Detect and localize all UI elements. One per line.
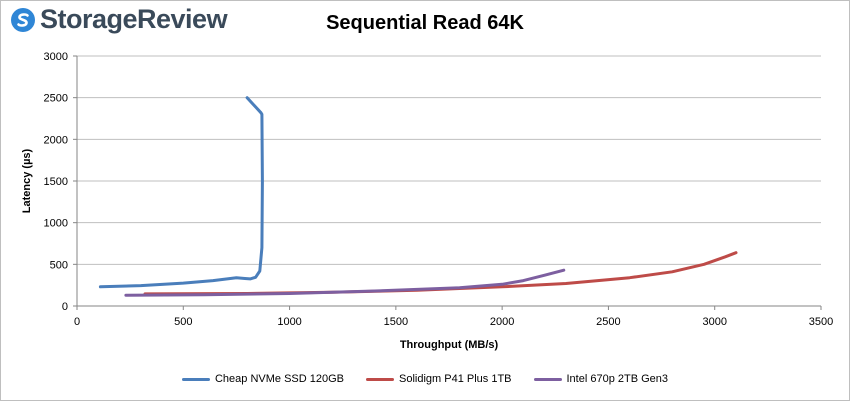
series-lines bbox=[98, 96, 738, 297]
chart-title: Sequential Read 64K bbox=[326, 12, 524, 34]
x-tick-label: 1000 bbox=[277, 316, 301, 328]
x-tick-label: 3000 bbox=[702, 316, 726, 328]
storagereview-logo-icon bbox=[11, 7, 35, 32]
y-tick-label: 1000 bbox=[44, 218, 68, 230]
x-tick-label: 0 bbox=[74, 316, 80, 328]
x-tick-label: 2000 bbox=[490, 316, 514, 328]
legend: Cheap NVMe SSD 120GB Solidigm P41 Plus 1T… bbox=[0, 373, 850, 385]
x-tick-label: 1500 bbox=[384, 316, 408, 328]
legend-label: Solidigm P41 Plus 1TB bbox=[399, 373, 512, 385]
y-axis-label: Latency (µs) bbox=[21, 148, 33, 213]
axes bbox=[73, 55, 822, 310]
series-line-2 bbox=[124, 268, 566, 297]
legend-item: Cheap NVMe SSD 120GB bbox=[181, 373, 344, 385]
y-tick-labels: 0 500 1000 1500 2000 2500 3000 bbox=[44, 51, 68, 313]
x-tick-label: 2500 bbox=[596, 316, 620, 328]
legend-item: Intel 670p 2TB Gen3 bbox=[533, 373, 669, 385]
legend-swatch bbox=[181, 377, 210, 381]
legend-label: Intel 670p 2TB Gen3 bbox=[566, 373, 669, 385]
x-axis-label: Throughput (MB/s) bbox=[400, 339, 499, 351]
gridlines bbox=[77, 55, 821, 265]
x-tick-labels: 0 500 1000 1500 2000 2500 3000 3500 bbox=[74, 316, 833, 328]
x-tick-label: 3500 bbox=[809, 316, 833, 328]
y-tick-label: 2500 bbox=[44, 93, 68, 105]
y-tick-label: 500 bbox=[50, 259, 68, 271]
y-tick-label: 2000 bbox=[44, 134, 68, 146]
legend-swatch bbox=[366, 377, 394, 381]
x-tick-label: 500 bbox=[174, 316, 192, 328]
legend-label: Cheap NVMe SSD 120GB bbox=[214, 373, 344, 385]
y-tick-label: 1500 bbox=[44, 176, 68, 188]
logo: StorageReview bbox=[10, 4, 228, 35]
y-tick-label: 3000 bbox=[44, 51, 68, 63]
legend-item: Solidigm P41 Plus 1TB bbox=[366, 373, 512, 385]
logo-text: StorageReview bbox=[40, 4, 228, 34]
y-tick-label: 0 bbox=[62, 301, 68, 313]
series-line-0 bbox=[98, 96, 264, 289]
legend-swatch bbox=[533, 377, 562, 381]
